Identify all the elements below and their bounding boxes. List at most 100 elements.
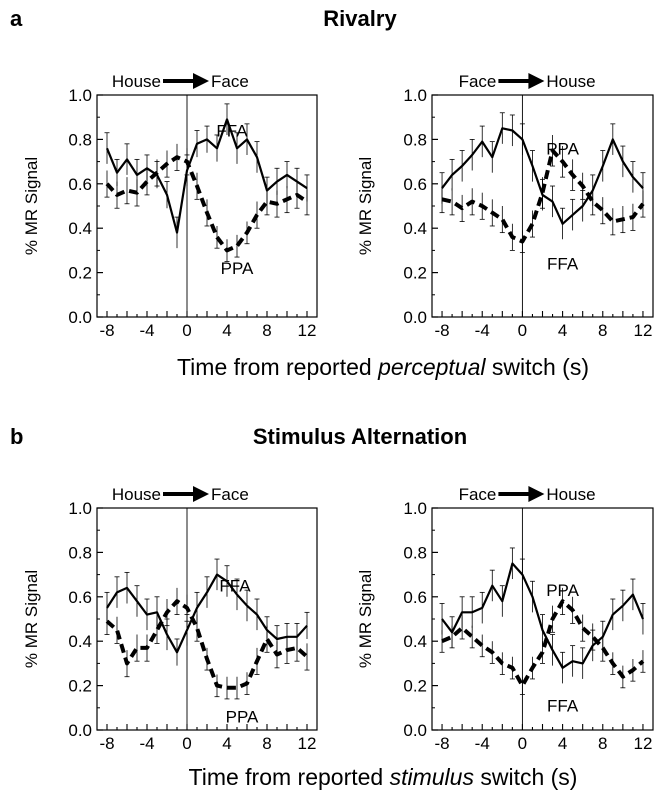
panel-b-title: Stimulus Alternation xyxy=(253,424,467,449)
x-tick-label: -8 xyxy=(434,321,449,340)
y-tick-label: 0.2 xyxy=(68,264,92,283)
series-label: PPA xyxy=(221,259,254,278)
x-tick-label: 8 xyxy=(262,734,271,753)
panel-b-xlabel: Time from reported stimulus switch (s) xyxy=(189,764,578,790)
x-tick-label: 0 xyxy=(518,321,527,340)
series-label: FFA xyxy=(547,697,579,716)
switch-arrow-head xyxy=(193,486,209,502)
x-tick-label: 0 xyxy=(182,734,191,753)
series-line xyxy=(441,148,645,244)
series-label: PPA xyxy=(226,708,259,727)
y-tick-label: 0.0 xyxy=(403,721,427,740)
y-tick-label: 0.4 xyxy=(403,219,427,238)
plot-b-right: 0.0 0.2 0.4 0.6 0.8 1.0 -8 -4 0 4 8 12 % MR Signal Fa… xyxy=(356,485,654,753)
plot-a-left: 0.0 0.2 0.4 0.6 0.8 1.0 -8 -4 0 4 8 12 % MR Signal Ho… xyxy=(22,72,318,340)
y-tick-label: 0.2 xyxy=(403,264,427,283)
y-tick-label: 0.6 xyxy=(403,588,427,607)
x-tick-label: 4 xyxy=(222,734,231,753)
y-tick-label: 0.8 xyxy=(68,543,92,562)
switch-arrow-head xyxy=(193,73,209,89)
plots-container: 0.0 0.2 0.4 0.6 0.8 1.0 -8 -4 0 4 8 12 % MR Signal Ho… xyxy=(22,72,654,753)
switch-label: Face House xyxy=(459,72,596,91)
panel-a-xlabel: Time from reported perceptual switch (s) xyxy=(177,354,589,380)
x-tick-label: -4 xyxy=(139,734,154,753)
series-line xyxy=(106,573,308,654)
x-tick-label: 12 xyxy=(298,321,317,340)
y-tick-label: 0.8 xyxy=(68,130,92,149)
series-ffa-solid: FFA xyxy=(439,112,646,274)
x-tick-label: 4 xyxy=(558,321,567,340)
y-axis-label: % MR Signal xyxy=(356,157,375,255)
plot-a-right: 0.0 0.2 0.4 0.6 0.8 1.0 -8 -4 0 4 8 12 % MR Signal Fa… xyxy=(356,72,654,340)
series-line xyxy=(105,155,309,253)
y-tick-label: 0.0 xyxy=(403,308,427,327)
switch-to-label: House xyxy=(546,72,595,91)
y-tick-label: 0.6 xyxy=(403,175,427,194)
series-label: PPA xyxy=(546,581,579,600)
plot-b-left: 0.0 0.2 0.4 0.6 0.8 1.0 -8 -4 0 4 8 12 % MR Signal Ho… xyxy=(22,485,318,753)
x-tick-label: -8 xyxy=(434,734,449,753)
y-tick-label: 1.0 xyxy=(68,499,92,518)
x-tick-label: 0 xyxy=(182,321,191,340)
switch-from-label: Face xyxy=(459,72,497,91)
switch-from-label: House xyxy=(112,485,161,504)
switch-arrow-head xyxy=(528,73,545,89)
switch-to-label: Face xyxy=(211,485,249,504)
series-label: PPA xyxy=(546,139,579,158)
y-axis-label: % MR Signal xyxy=(356,570,375,668)
series-line xyxy=(105,599,309,690)
x-tick-label: -8 xyxy=(99,734,114,753)
series-line xyxy=(441,562,645,669)
y-tick-label: 0.2 xyxy=(68,677,92,696)
series-ffa-solid: FFA xyxy=(104,103,310,249)
x-tick-label: -4 xyxy=(139,321,154,340)
switch-label: House Face xyxy=(112,485,249,504)
y-tick-label: 0.8 xyxy=(403,543,427,562)
switch-from-label: Face xyxy=(459,485,497,504)
series-line xyxy=(105,118,308,234)
y-tick-label: 0.0 xyxy=(68,721,92,740)
x-tick-label: 4 xyxy=(558,734,567,753)
switch-arrow-head xyxy=(528,486,545,502)
y-tick-label: 0.4 xyxy=(68,632,92,651)
x-tick-label: 12 xyxy=(633,321,652,340)
panel-a-title: Rivalry xyxy=(323,6,397,31)
switch-label: Face House xyxy=(459,485,596,504)
x-tick-label: 8 xyxy=(598,321,607,340)
y-tick-label: 0.4 xyxy=(403,632,427,651)
switch-label: House Face xyxy=(112,72,249,91)
series-ppa-dashed: PPA xyxy=(104,143,310,278)
x-tick-label: -4 xyxy=(475,734,490,753)
x-tick-label: -8 xyxy=(99,321,114,340)
series-label: FFA xyxy=(216,122,248,141)
x-tick-label: 12 xyxy=(633,734,652,753)
y-tick-label: 0.8 xyxy=(403,130,427,149)
plot-frame xyxy=(96,507,318,731)
y-tick-label: 1.0 xyxy=(68,86,92,105)
x-tick-label: -4 xyxy=(475,321,490,340)
series-ffa-solid: FFA xyxy=(439,547,646,716)
y-axis-label: % MR Signal xyxy=(22,570,41,668)
series-ppa-dashed: PPA xyxy=(104,587,310,727)
series-line xyxy=(441,599,645,688)
y-tick-label: 0.4 xyxy=(68,219,92,238)
y-tick-label: 0.6 xyxy=(68,175,92,194)
y-tick-label: 1.0 xyxy=(403,499,427,518)
x-tick-label: 0 xyxy=(518,734,527,753)
series-line xyxy=(441,127,644,225)
x-tick-label: 4 xyxy=(222,321,231,340)
x-tick-label: 12 xyxy=(298,734,317,753)
y-tick-label: 1.0 xyxy=(403,86,427,105)
switch-to-label: Face xyxy=(211,72,249,91)
switch-from-label: House xyxy=(112,72,161,91)
y-axis-label: % MR Signal xyxy=(22,157,41,255)
switch-to-label: House xyxy=(546,485,595,504)
y-tick-label: 0.6 xyxy=(68,588,92,607)
y-tick-label: 0.0 xyxy=(68,308,92,327)
panel-b-letter: b xyxy=(10,424,23,449)
y-tick-label: 0.2 xyxy=(403,677,427,696)
x-tick-label: 8 xyxy=(598,734,607,753)
x-tick-label: 8 xyxy=(262,321,271,340)
series-label: FFA xyxy=(547,255,579,274)
